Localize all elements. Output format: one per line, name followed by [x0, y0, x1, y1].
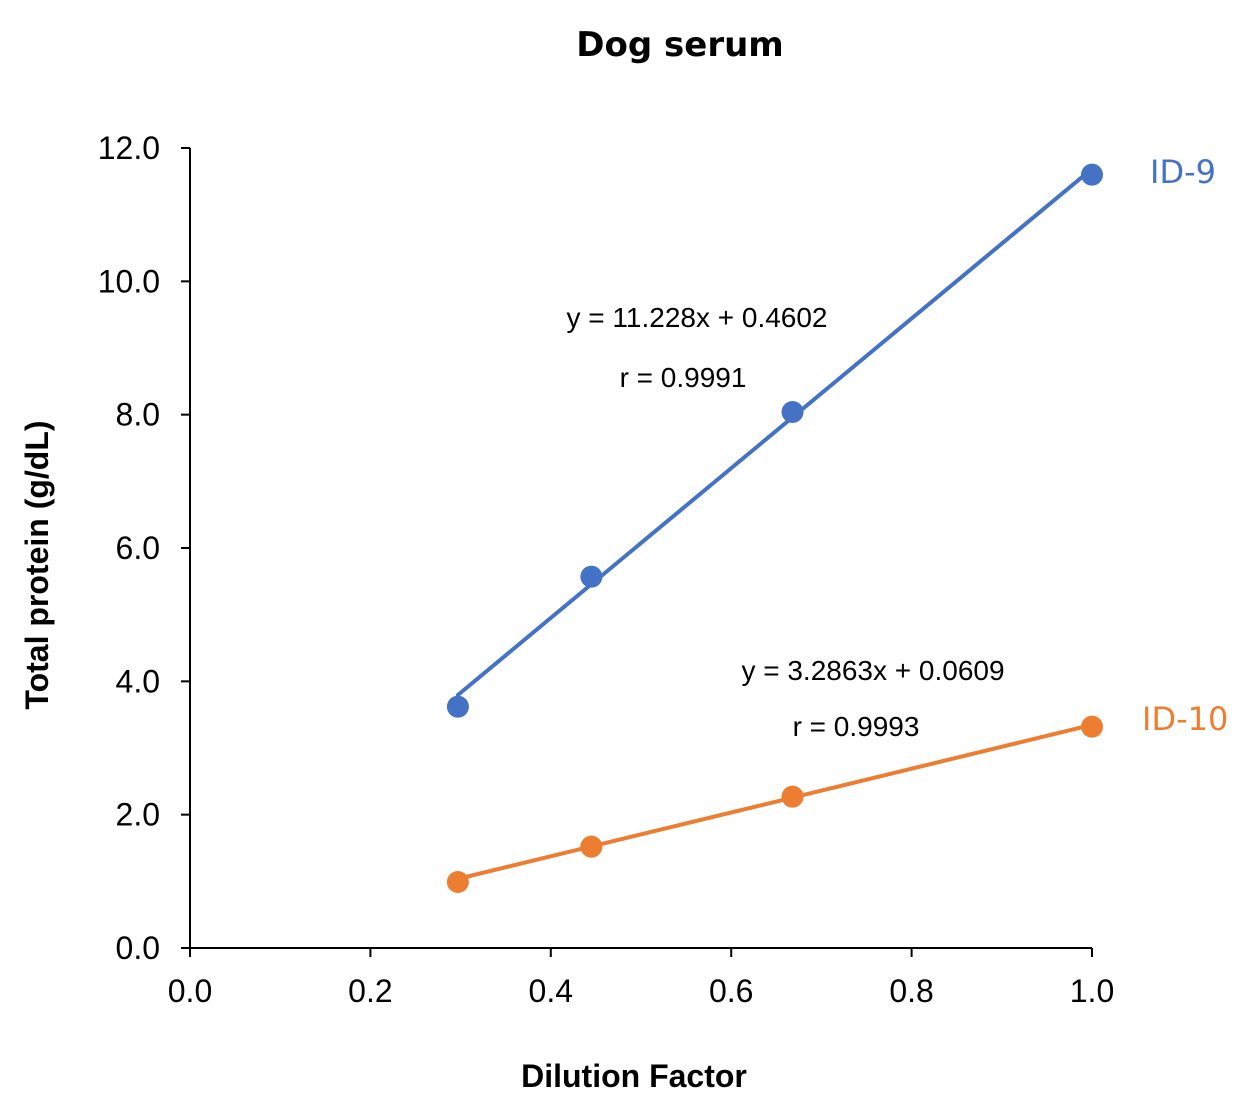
series-label-id9: ID-9: [1150, 153, 1216, 191]
x-tick-label: 0.8: [889, 973, 933, 1009]
data-point: [1081, 715, 1103, 738]
y-tick-label: 8.0: [116, 397, 160, 433]
data-point: [781, 785, 804, 808]
ticks: 0.0 0.2 0.4 0.6 0.8 1.0 0.0 2.0 4.0 6.0 8.0 10.0 12.…: [98, 130, 1115, 1009]
y-tick-label: 4.0: [116, 663, 160, 699]
annotation-equation-id10: y = 3.2863x + 0.0609: [741, 655, 1004, 686]
data-point: [781, 401, 804, 423]
annotation-r-id9: r = 0.9991: [620, 362, 747, 393]
trendline-series-1: [455, 722, 1094, 881]
data-point: [1081, 163, 1103, 186]
annotation-equation-id9: y = 11.228x + 0.4602: [566, 302, 827, 333]
y-axis-title: Total protein (g/dL): [19, 420, 55, 709]
data-point: [446, 695, 469, 718]
axes: [189, 148, 1092, 949]
y-tick-label: 2.0: [116, 797, 160, 833]
x-tick-label: 0.6: [709, 973, 753, 1009]
data-point: [446, 871, 469, 893]
x-tick-label: 0.2: [348, 973, 392, 1009]
y-tick-label: 12.0: [98, 130, 160, 166]
chart-title: Dog serum: [576, 25, 783, 65]
trendlines: [455, 166, 1094, 881]
x-tick-label: 0.4: [529, 973, 573, 1009]
series-label-id10: ID-10: [1142, 700, 1228, 738]
data-point: [580, 835, 603, 858]
y-tick-label: 6.0: [116, 530, 160, 566]
x-tick-label: 1.0: [1070, 973, 1114, 1009]
y-tick-label: 10.0: [98, 263, 160, 299]
x-axis-title: Dilution Factor: [521, 1058, 747, 1094]
data-points: [446, 163, 1103, 893]
data-point: [580, 565, 603, 588]
x-tick-label: 0.0: [168, 973, 212, 1009]
y-tick-label: 0.0: [116, 930, 160, 966]
trendline-series-0: [455, 166, 1094, 698]
annotation-r-id10: r = 0.9993: [793, 711, 920, 742]
